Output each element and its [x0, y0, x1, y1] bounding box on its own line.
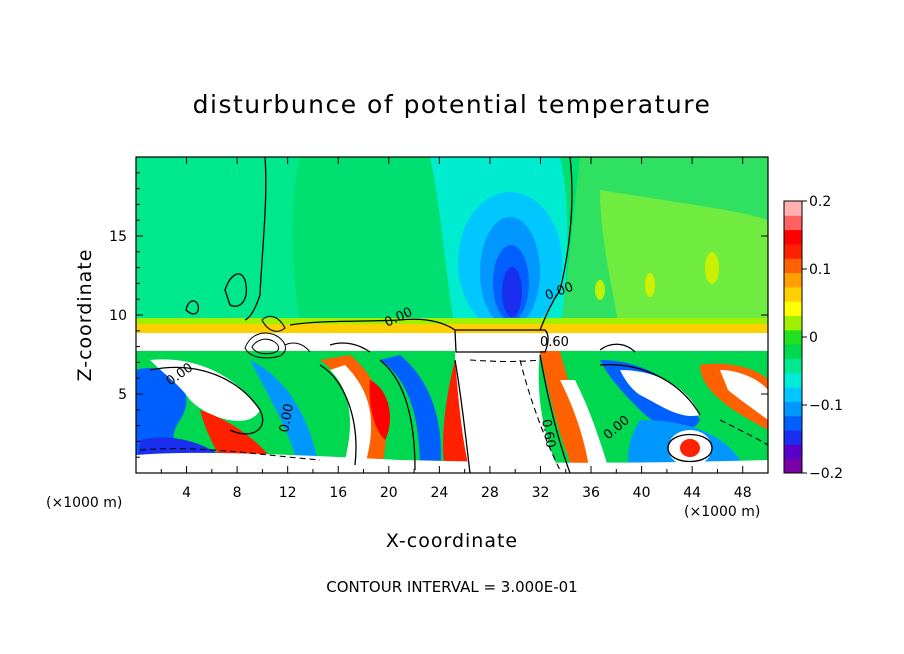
colorbar-swatch — [784, 215, 802, 231]
colorbar-swatch — [784, 258, 802, 274]
x-tick-label: 40 — [633, 485, 651, 501]
contour-label: 0.60 — [540, 335, 569, 350]
x-axis-title: X-coordinate — [386, 530, 518, 552]
colorbar-swatch — [784, 372, 802, 388]
contour-label: 0.00 — [277, 403, 297, 434]
colorbar-swatch — [784, 358, 802, 374]
chart-title: disturbunce of potential temperature — [193, 90, 712, 119]
colorbar-tick-label: 0.2 — [809, 194, 831, 210]
y-axis-title: Z-coordinate — [74, 249, 96, 382]
colorbar-swatch — [784, 401, 802, 417]
x-tick-label: 16 — [329, 485, 347, 501]
x-tick-label: 20 — [380, 485, 398, 501]
colorbar: 0.2 0.1 0 −0.1 −0.2 — [783, 194, 843, 482]
y-axis: 5 10 15 — [109, 172, 768, 458]
x-unit-left: (×1000 m) — [46, 495, 122, 511]
colorbar-swatch — [784, 430, 802, 445]
colorbar-swatch — [784, 329, 802, 345]
x-tick-label: 4 — [182, 485, 191, 501]
colorbar-swatch — [784, 415, 802, 431]
colorbar-swatch — [784, 272, 802, 288]
x-unit-right: (×1000 m) — [684, 504, 760, 520]
x-tick-label: 24 — [430, 485, 448, 501]
y-tick-label: 5 — [118, 387, 127, 403]
colorbar-swatch — [784, 458, 802, 474]
y-tick-label: 15 — [109, 229, 127, 245]
colorbar-swatch — [784, 243, 802, 259]
colorbar-swatch — [784, 301, 802, 317]
colorbar-swatch — [784, 315, 802, 331]
x-tick-label: 48 — [734, 485, 752, 501]
colorbar-swatch — [784, 387, 802, 402]
x-tick-label: 12 — [279, 485, 297, 501]
colorbar-tick-label: 0 — [809, 330, 818, 346]
colorbar-tick-label: −0.2 — [809, 466, 843, 482]
y-tick-label: 10 — [109, 308, 127, 324]
colorbar-swatch — [784, 229, 802, 245]
x-tick-label: 28 — [481, 485, 499, 501]
colorbar-swatch — [784, 344, 802, 359]
x-axis: 4 8 12 16 20 24 28 32 36 40 44 48 — [160, 157, 752, 501]
colorbar-swatch — [784, 444, 802, 460]
x-tick-label: 32 — [532, 485, 550, 501]
heatmap-field — [136, 157, 768, 473]
x-tick-label: 8 — [233, 485, 242, 501]
contour-interval-note: CONTOUR INTERVAL = 3.000E-01 — [326, 578, 577, 596]
x-tick-label: 36 — [582, 485, 600, 501]
colorbar-swatch — [784, 286, 802, 302]
colorbar-swatch — [784, 201, 802, 216]
colorbar-tick-label: −0.1 — [809, 398, 843, 414]
x-tick-label: 44 — [683, 485, 701, 501]
contour-label: 0.60 — [538, 418, 558, 449]
colorbar-tick-label: 0.1 — [809, 262, 831, 278]
